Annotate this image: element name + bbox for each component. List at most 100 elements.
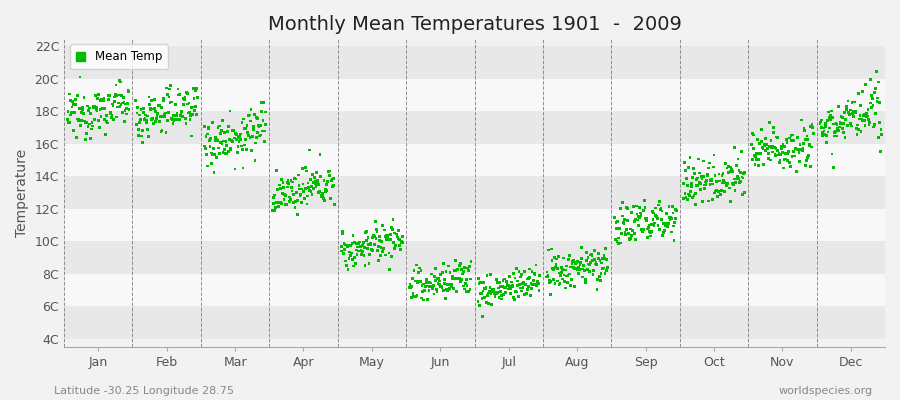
Point — [829, 120, 843, 126]
Point — [478, 285, 492, 292]
Point — [806, 124, 820, 130]
Point — [341, 266, 356, 272]
Point — [148, 118, 163, 125]
Point — [79, 119, 94, 126]
Point — [314, 192, 328, 198]
Point — [359, 228, 374, 234]
Point — [866, 103, 880, 109]
Point — [230, 144, 245, 150]
Point — [431, 275, 446, 282]
Point — [389, 242, 403, 249]
Point — [148, 109, 163, 115]
Point — [136, 127, 150, 134]
Point — [374, 244, 388, 251]
Point — [355, 251, 369, 257]
Point — [651, 222, 665, 229]
Point — [481, 293, 495, 299]
Point — [717, 188, 732, 195]
Point — [276, 185, 291, 191]
Point — [294, 200, 309, 206]
Point — [445, 283, 459, 290]
Point — [592, 273, 607, 280]
Point — [446, 285, 461, 291]
Point — [316, 191, 330, 197]
Point — [518, 282, 533, 288]
Point — [548, 280, 562, 287]
Point — [621, 218, 635, 224]
Point — [143, 107, 157, 113]
Point — [553, 280, 567, 287]
Point — [158, 112, 172, 118]
Point — [301, 180, 315, 186]
Point — [246, 133, 260, 140]
Point — [499, 284, 513, 291]
Point — [679, 168, 693, 174]
Point — [455, 271, 470, 277]
Point — [284, 177, 298, 184]
Point — [273, 185, 287, 192]
Point — [549, 256, 563, 262]
Point — [159, 85, 174, 91]
Point — [233, 136, 248, 142]
Point — [297, 195, 311, 202]
Point — [292, 172, 306, 178]
Point — [856, 112, 870, 118]
Point — [850, 125, 864, 132]
Point — [114, 92, 129, 99]
Point — [855, 88, 869, 95]
Point — [512, 281, 526, 288]
Point — [627, 231, 642, 237]
Point — [170, 110, 184, 116]
Point — [279, 202, 293, 208]
Point — [621, 230, 635, 237]
Point — [799, 158, 814, 164]
Point — [250, 116, 265, 122]
Point — [199, 133, 213, 140]
Point — [803, 142, 817, 148]
Point — [559, 285, 573, 291]
Point — [270, 200, 284, 206]
Point — [526, 278, 541, 284]
Point — [252, 133, 266, 139]
Point — [184, 133, 198, 139]
Point — [114, 101, 129, 108]
Point — [763, 157, 778, 163]
Point — [474, 290, 489, 296]
Point — [351, 248, 365, 254]
Point — [496, 277, 510, 284]
Point — [175, 108, 189, 115]
Point — [732, 176, 746, 182]
Point — [70, 116, 85, 122]
Point — [110, 93, 124, 99]
Point — [166, 117, 181, 124]
Point — [258, 122, 273, 128]
Point — [588, 247, 602, 254]
Point — [681, 191, 696, 197]
Point — [624, 226, 638, 232]
Point — [781, 148, 796, 155]
Point — [238, 126, 253, 132]
Point — [718, 161, 733, 167]
Point — [753, 151, 768, 157]
Point — [234, 143, 248, 149]
Point — [185, 111, 200, 117]
Point — [432, 278, 446, 284]
Point — [775, 149, 789, 156]
Point — [858, 122, 872, 129]
Point — [676, 196, 690, 202]
Point — [99, 112, 113, 119]
Point — [382, 266, 397, 273]
Point — [320, 181, 334, 188]
Point — [513, 274, 527, 280]
Point — [522, 266, 536, 272]
Point — [581, 261, 596, 267]
Point — [81, 108, 95, 114]
Point — [646, 216, 661, 223]
Point — [213, 130, 228, 137]
Point — [560, 280, 574, 286]
Point — [505, 282, 519, 288]
Point — [752, 140, 767, 146]
Point — [411, 278, 426, 284]
Point — [778, 144, 792, 150]
Point — [595, 255, 609, 262]
